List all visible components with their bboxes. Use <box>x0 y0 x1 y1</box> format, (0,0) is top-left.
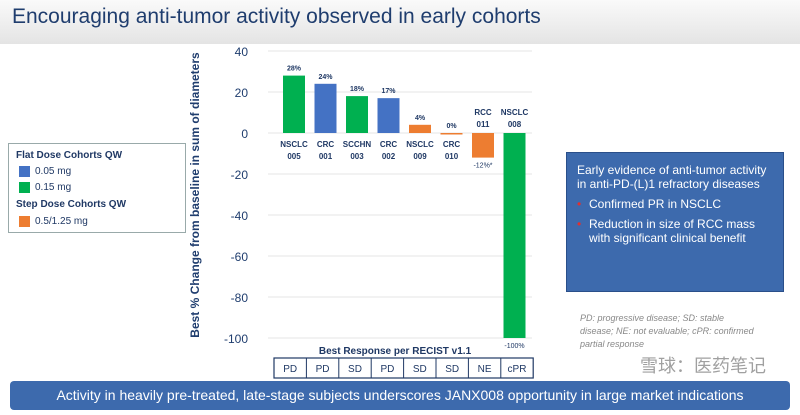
y-tick-label: -40 <box>231 209 249 223</box>
page-title: Encouraging anti-tumor activity observed… <box>12 5 541 28</box>
data-label: 18% <box>350 86 365 93</box>
category-label: CRC <box>443 140 461 149</box>
category-label: NSCLC <box>406 140 434 149</box>
bar <box>314 83 337 133</box>
data-label: -100% <box>504 343 524 350</box>
category-label: CRC <box>317 140 335 149</box>
response-cell: PD <box>380 364 394 375</box>
category-label: CRC <box>380 140 398 149</box>
response-cell: SD <box>445 364 459 375</box>
y-tick-label: -80 <box>231 291 249 305</box>
category-label: 008 <box>508 120 522 129</box>
category-label: NSCLC <box>280 140 308 149</box>
data-label: 0% <box>446 123 457 130</box>
swatch-blue <box>19 166 30 177</box>
category-label: 001 <box>319 152 333 161</box>
bar <box>440 133 463 135</box>
y-tick-label: -100 <box>224 332 248 346</box>
data-label: -12%* <box>473 163 492 170</box>
bar <box>409 124 431 133</box>
legend-item: 0.5/1.25 mg <box>19 216 88 227</box>
category-label: SCCHN <box>343 140 372 149</box>
legend-item: 0.05 mg <box>19 166 71 177</box>
title-bar: Encouraging anti-tumor activity observed… <box>0 0 800 44</box>
y-tick-label: 20 <box>235 86 249 100</box>
legend-item: 0.15 mg <box>19 182 71 193</box>
data-label: 4% <box>415 115 426 122</box>
category-label: RCC <box>474 108 492 117</box>
response-cell: PD <box>316 364 330 375</box>
category-label: 010 <box>445 152 459 161</box>
legend-step-heading: Step Dose Cohorts QW <box>16 199 127 210</box>
abbreviation-note: PD: progressive disease; SD: stable dise… <box>580 313 754 349</box>
bottom-banner: Activity in heavily pre-treated, late-st… <box>10 381 790 410</box>
bar <box>283 75 305 133</box>
y-tick-label: -60 <box>231 250 249 264</box>
swatch-green <box>19 182 30 193</box>
legend-label: 0.5/1.25 mg <box>35 216 88 227</box>
y-tick-label: 0 <box>241 127 248 141</box>
category-label: 009 <box>413 152 427 161</box>
swatch-orange <box>19 216 30 227</box>
category-label: 002 <box>382 152 396 161</box>
legend-label: 0.05 mg <box>35 166 72 177</box>
response-cell: PD <box>283 364 297 375</box>
watermark: 雪球：医药笔记 <box>640 356 766 376</box>
response-cell: cPR <box>508 364 527 375</box>
data-label: 24% <box>318 74 333 81</box>
data-label: 17% <box>381 88 396 95</box>
legend-flat-heading: Flat Dose Cohorts QW <box>16 150 123 161</box>
y-tick-label: 40 <box>235 45 249 59</box>
callout-box: Early evidence of anti-tumor activity in… <box>566 152 784 292</box>
y-tick-label: -20 <box>231 168 249 182</box>
legend: Flat Dose Cohorts QW 0.05 mg 0.15 mg Ste… <box>8 143 186 233</box>
category-label: 011 <box>477 120 490 129</box>
callout-bullet: Confirmed PR in NSCLC <box>577 197 773 211</box>
category-label: 003 <box>350 152 364 161</box>
callout-heading: Early evidence of anti-tumor activity in… <box>577 163 767 191</box>
category-label: NSCLC <box>501 108 529 117</box>
bar <box>346 96 368 133</box>
category-label: 005 <box>287 152 301 161</box>
response-cell: SD <box>413 364 427 375</box>
response-cell: SD <box>348 364 362 375</box>
bar <box>377 98 400 133</box>
callout-bullet: Reduction in size of RCC mass with signi… <box>577 217 773 245</box>
legend-label: 0.15 mg <box>35 182 72 193</box>
response-cell: NE <box>478 364 492 375</box>
table-title: Best Response per RECIST v1.1 <box>319 346 472 357</box>
data-label: 28% <box>287 66 302 73</box>
bar <box>472 133 494 158</box>
bar <box>503 133 526 338</box>
